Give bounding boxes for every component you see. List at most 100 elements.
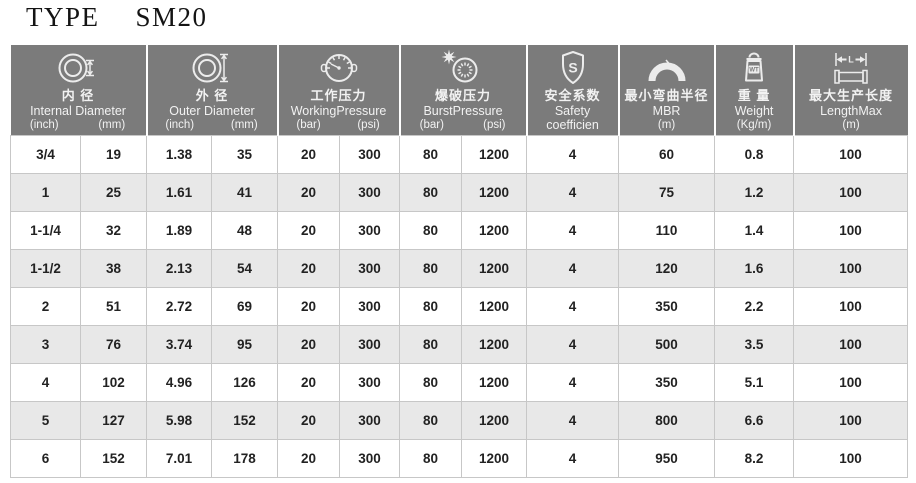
column-header-burst-pressure: 爆破压力 BurstPressure (bar) (psi) [399, 45, 528, 135]
table-cell: 300 [339, 172, 401, 212]
table-cell: 950 [618, 438, 716, 478]
table-row: 2 51 2.72 69 20 300 80 1200 4 350 2.2 10… [10, 286, 909, 326]
table-cell: 300 [339, 438, 401, 478]
table-cell: 20 [277, 362, 341, 402]
table-cell: 120 [618, 248, 716, 288]
table-cell: 20 [277, 248, 341, 288]
column-header-mbr: 最小弯曲半径 MBR (m) [618, 45, 716, 135]
table-cell: 300 [339, 248, 401, 288]
header-en-line2: coefficien [546, 117, 599, 132]
table-cell: 5.98 [146, 400, 212, 440]
table-cell: 300 [339, 362, 401, 402]
table-cell: 80 [399, 134, 463, 174]
table-cell: 3.74 [146, 324, 212, 364]
table-cell: 51 [80, 286, 147, 326]
weight-icon: WT [745, 52, 764, 82]
table-cell: 800 [618, 400, 716, 440]
table-row: 1-1/4 32 1.89 48 20 300 80 1200 4 110 1.… [10, 210, 909, 250]
table-cell: 100 [793, 248, 909, 288]
table-cell: 1200 [461, 286, 528, 326]
max-length-icon: L [834, 53, 868, 84]
table-cell: 100 [793, 400, 909, 440]
svg-text:L: L [848, 55, 854, 65]
table-cell: 25 [80, 172, 147, 212]
table-cell: 80 [399, 324, 463, 364]
table-cell: 38 [80, 248, 147, 288]
inner-diameter-icon [58, 53, 94, 83]
table-cell: 20 [277, 134, 341, 174]
table-cell: 20 [277, 400, 341, 440]
table-cell: 75 [618, 172, 716, 212]
table-cell: 1.89 [146, 210, 212, 250]
unit-label: (m) [842, 118, 860, 131]
table-cell: 1200 [461, 172, 528, 212]
table-cell: 1200 [461, 134, 528, 174]
svg-text:WT: WT [749, 68, 759, 74]
header-zh: 爆破压力 [435, 88, 492, 104]
table-cell: 1.4 [714, 210, 795, 250]
table-cell: 100 [793, 362, 909, 402]
table-cell: 80 [399, 248, 463, 288]
table-cell: 3.5 [714, 324, 795, 364]
unit-label: (mm) [98, 118, 126, 131]
table-cell: 80 [399, 210, 463, 250]
table-cell: 1.38 [146, 134, 212, 174]
header-zh: 最大生产长度 [809, 88, 894, 104]
table-cell: 0.8 [714, 134, 795, 174]
table-cell: 1200 [461, 438, 528, 478]
table-cell: 1200 [461, 210, 528, 250]
table-cell: 5.1 [714, 362, 795, 402]
column-header-length-max: L 最大生产长度 LengthMax (m) [793, 45, 908, 135]
table-cell: 54 [210, 248, 279, 288]
unit-label: (psi) [483, 118, 506, 131]
header-units: (m) [795, 119, 908, 132]
table-cell: 80 [399, 438, 463, 478]
table-cell: 1-1/2 [10, 248, 81, 288]
table-cell: 1200 [461, 324, 528, 364]
table-cell: 2.2 [714, 286, 795, 326]
header-zh: 安全系数 [544, 87, 601, 103]
header-zh: 内 径 [61, 88, 95, 104]
table-row: 6 152 7.01 178 20 300 80 1200 4 950 8.2 … [10, 438, 909, 478]
table-cell: 100 [793, 438, 909, 478]
title-type-label: TYPE [26, 2, 100, 32]
header-zh: 工作压力 [310, 88, 367, 104]
header-en: Safety [554, 103, 591, 118]
table-row: 5 127 5.98 152 20 300 80 1200 4 800 6.6 … [10, 400, 909, 440]
burst-gauge-icon [441, 49, 478, 83]
table-cell: 1.2 [714, 172, 795, 212]
table-cell: 19 [80, 134, 147, 174]
table-cell: 300 [339, 210, 401, 250]
unit-label: (psi) [357, 118, 380, 131]
table-cell: 1.61 [146, 172, 212, 212]
table-cell: 41 [210, 172, 279, 212]
table-cell: 4.96 [146, 362, 212, 402]
table-cell: 178 [210, 438, 279, 478]
table-cell: 4 [526, 248, 620, 288]
table-cell: 3/4 [10, 134, 81, 174]
table-cell: 300 [339, 400, 401, 440]
table-row: 3 76 3.74 95 20 300 80 1200 4 500 3.5 10… [10, 324, 909, 364]
table-row: 1-1/2 38 2.13 54 20 300 80 1200 4 120 1.… [10, 248, 909, 288]
header-units: (Kg/m) [716, 119, 793, 132]
header-en: BurstPressure [423, 103, 503, 118]
table-cell: 6 [10, 438, 81, 478]
table-cell: 80 [399, 400, 463, 440]
table-cell: 300 [339, 324, 401, 364]
table-cell: 8.2 [714, 438, 795, 478]
unit-label: (Kg/m) [736, 118, 772, 131]
header-en: Internal Diameter [30, 103, 126, 118]
header-zh: 重 量 [737, 88, 771, 104]
header-en: LengthMax [820, 103, 882, 118]
table-cell: 3 [10, 324, 81, 364]
header-row: 内 径 Internal Diameter (inch) (mm) [10, 45, 908, 135]
table-cell: 35 [210, 134, 279, 174]
table-cell: 6.6 [714, 400, 795, 440]
table-cell: 152 [80, 438, 147, 478]
header-units: (bar) (psi) [401, 119, 526, 132]
table-cell: 100 [793, 324, 909, 364]
table-cell: 350 [618, 286, 716, 326]
header-en: WorkingPressure [290, 103, 387, 118]
unit-label: (bar) [296, 118, 321, 131]
unit-label: (inch) [165, 118, 195, 131]
